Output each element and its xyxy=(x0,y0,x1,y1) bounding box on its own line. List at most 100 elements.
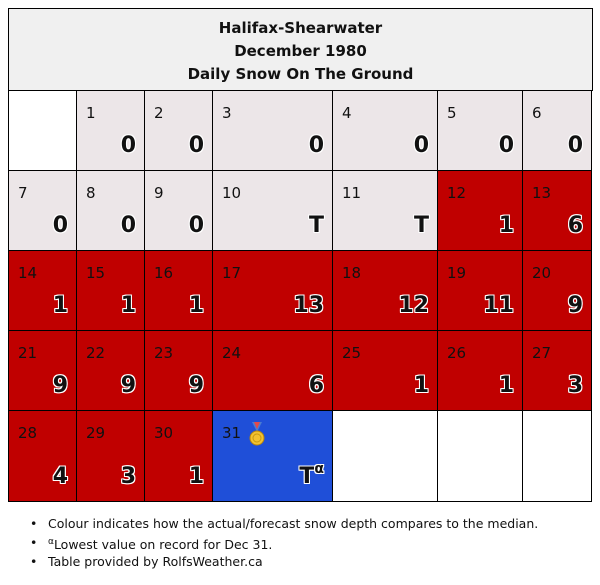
snow-depth-text: 0 xyxy=(188,213,204,238)
snow-depth-value: 0 xyxy=(53,213,68,238)
snow-depth-text: 3 xyxy=(567,373,583,398)
empty-cell xyxy=(437,410,523,502)
day-cell: 28 4 xyxy=(8,410,77,502)
snow-depth-value: 0 xyxy=(568,133,583,158)
snow-depth-value: 9 xyxy=(53,373,68,398)
snow-depth-value: 0 xyxy=(121,213,136,238)
snow-depth-text: 9 xyxy=(188,373,204,398)
snow-depth-text: 0 xyxy=(498,133,514,158)
day-cell: 25 1 xyxy=(332,330,438,411)
empty-cell xyxy=(522,410,592,502)
day-cell: 30 1 xyxy=(144,410,213,502)
record-note-text: Lowest value on record for Dec 31. xyxy=(53,537,273,552)
day-number: 20 xyxy=(532,264,552,282)
day-number: 27 xyxy=(532,344,552,362)
day-number: 10 xyxy=(222,184,242,202)
day-number: 7 xyxy=(18,184,28,202)
medal-icon xyxy=(249,422,265,446)
snow-depth-value: 1 xyxy=(121,293,136,318)
day-cell: 12 1 xyxy=(437,170,523,251)
day-number: 8 xyxy=(86,184,96,202)
day-cell: 21 9 xyxy=(8,330,77,411)
snow-depth-text: 9 xyxy=(120,373,136,398)
day-number: 11 xyxy=(342,184,362,202)
snow-depth-text: 0 xyxy=(567,133,583,158)
snow-depth-value: 4 xyxy=(53,464,68,489)
day-cell: 16 1 xyxy=(144,250,213,331)
snow-depth-text: 1 xyxy=(498,213,514,238)
snow-depth-text: 1 xyxy=(498,373,514,398)
snow-depth-value: 1 xyxy=(189,293,204,318)
snow-depth-value: 0 xyxy=(309,133,324,158)
snow-depth-text: T xyxy=(299,464,315,489)
snow-depth-value: 0 xyxy=(414,133,429,158)
day-number: 14 xyxy=(18,264,38,282)
snow-depth-text: 1 xyxy=(413,373,429,398)
day-number: 13 xyxy=(532,184,552,202)
day-cell: 23 9 xyxy=(144,330,213,411)
snow-depth-text: 0 xyxy=(52,213,68,238)
day-number: 26 xyxy=(447,344,467,362)
snow-depth-text: 0 xyxy=(120,133,136,158)
snow-depth-text: T xyxy=(308,213,324,238)
day-cell: 10 T xyxy=(212,170,333,251)
metric-label: Daily Snow On The Ground xyxy=(187,65,414,83)
snow-depth-value: 11 xyxy=(483,293,514,318)
day-number: 29 xyxy=(86,424,106,442)
day-number: 28 xyxy=(18,424,38,442)
snow-depth-value: 9 xyxy=(189,373,204,398)
snow-depth-value: 0 xyxy=(189,213,204,238)
day-number: 31 xyxy=(222,424,242,442)
snow-depth-text: 11 xyxy=(483,293,514,318)
day-number: 22 xyxy=(86,344,106,362)
snow-depth-text: 0 xyxy=(308,133,324,158)
day-number: 17 xyxy=(222,264,242,282)
snow-depth-value: 1 xyxy=(414,373,429,398)
snow-depth-value: 0 xyxy=(189,133,204,158)
snow-depth-text: 4 xyxy=(52,464,68,489)
snow-depth-value: 13 xyxy=(293,293,324,318)
month-label: December 1980 xyxy=(234,42,367,60)
snow-depth-text: 1 xyxy=(188,464,204,489)
day-cell: 13 6 xyxy=(522,170,592,251)
station-name: Halifax-Shearwater xyxy=(218,19,383,37)
day-number: 16 xyxy=(154,264,174,282)
snow-depth-value: 1 xyxy=(189,464,204,489)
day-number: 23 xyxy=(154,344,174,362)
day-cell: 19 11 xyxy=(437,250,523,331)
snow-depth-text: 0 xyxy=(413,133,429,158)
snow-depth-text: T xyxy=(413,213,429,238)
snow-depth-text: 0 xyxy=(120,213,136,238)
day-cell: 24 6 xyxy=(212,330,333,411)
day-number: 19 xyxy=(447,264,467,282)
snow-depth-text: 1 xyxy=(120,293,136,318)
record-marker: α xyxy=(48,537,54,547)
snow-depth-text: 9 xyxy=(52,373,68,398)
snow-depth-value: 0 xyxy=(121,133,136,158)
snow-depth-text: 0 xyxy=(188,133,204,158)
snow-depth-text: 9 xyxy=(567,293,583,318)
snow-depth-value: 3 xyxy=(568,373,583,398)
snow-depth-text: 1 xyxy=(188,293,204,318)
day-number: 5 xyxy=(447,104,457,122)
snow-depth-text: 1 xyxy=(52,293,68,318)
snow-depth-value: 6 xyxy=(309,373,324,398)
day-number: 25 xyxy=(342,344,362,362)
empty-cell xyxy=(332,410,438,502)
day-number: 9 xyxy=(154,184,164,202)
record-marker: α xyxy=(314,461,324,477)
day-number: 15 xyxy=(86,264,106,282)
snow-depth-value: 6 xyxy=(568,213,583,238)
snow-depth-value: Tα xyxy=(299,461,324,489)
snow-depth-value: 9 xyxy=(121,373,136,398)
day-cell: 31 Tα xyxy=(212,410,333,502)
snow-depth-text: 13 xyxy=(293,293,324,318)
record-note: αLowest value on record for Dec 31. xyxy=(30,533,538,552)
day-number: 18 xyxy=(342,264,362,282)
